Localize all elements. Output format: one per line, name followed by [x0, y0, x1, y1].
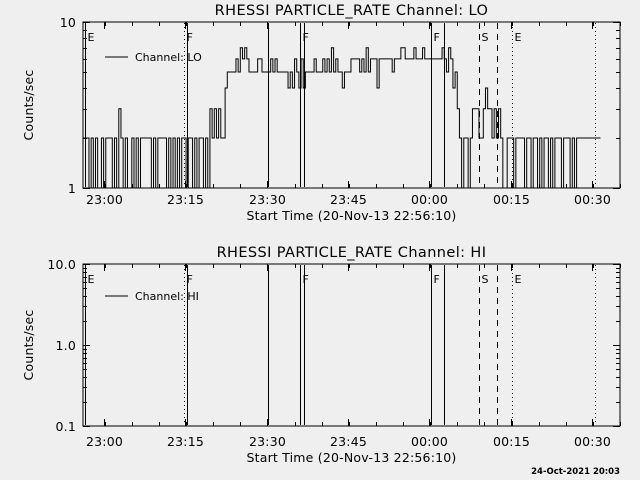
event-marker-label-F: F: [434, 273, 440, 286]
event-marker-label-E: E: [515, 31, 522, 44]
x-tick-label: 23:15: [167, 434, 204, 449]
legend-label-bottom: Channel: HI: [135, 290, 199, 303]
panel-bottom: RHESSI PARTICLE_RATE Channel: HI Counts/s…: [21, 245, 621, 477]
legend-label-top: Channel: LO: [135, 51, 202, 64]
y-tick-label: 0.1: [56, 419, 76, 434]
x-tick-label: 23:30: [249, 192, 286, 207]
event-marker-label-F: F: [303, 31, 309, 44]
plot-frame-top: [82, 21, 621, 189]
x-tick-label: 23:15: [167, 192, 204, 207]
panel-title-top: RHESSI PARTICLE_RATE Channel: LO: [215, 3, 489, 19]
event-marker-label-E: E: [515, 273, 522, 286]
y-tick-label: 10: [60, 15, 76, 30]
y-tick-label: 10.0: [47, 257, 76, 272]
data-curve-top: [83, 47, 601, 188]
panel-top: RHESSI PARTICLE_RATE Channel: LO Counts/s…: [21, 3, 621, 223]
plot-frame-bottom: [82, 263, 621, 427]
event-marker-label-S: S: [482, 31, 489, 44]
render-timestamp: 24-Oct-2021 20:03: [531, 467, 620, 477]
event-marker-label-F: F: [303, 273, 309, 286]
x-tick-label: 00:15: [493, 434, 530, 449]
y-tick-label: 1: [68, 181, 76, 196]
event-marker-label-E: E: [88, 31, 95, 44]
x-tick-label: 00:00: [411, 434, 448, 449]
x-axis-label-top: Start Time (20-Nov-13 22:56:10): [246, 208, 456, 223]
y-tick-label: 1.0: [56, 338, 76, 353]
event-marker-label-F: F: [187, 31, 193, 44]
panel-title-bottom: RHESSI PARTICLE_RATE Channel: HI: [217, 245, 487, 261]
event-marker-label-F: F: [434, 31, 440, 44]
x-tick-label: 23:45: [330, 192, 367, 207]
x-tick-label: 00:15: [493, 192, 530, 207]
x-tick-label: 23:30: [249, 434, 286, 449]
x-tick-label: 00:30: [574, 192, 611, 207]
x-tick-label: 23:00: [86, 434, 123, 449]
y-axis-label-bottom: Counts/sec: [21, 310, 36, 381]
x-axis-label-bottom: Start Time (20-Nov-13 22:56:10): [246, 450, 456, 465]
x-tick-label: 23:00: [86, 192, 123, 207]
x-tick-label: 00:00: [411, 192, 448, 207]
y-axis-label-top: Counts/sec: [21, 70, 36, 141]
event-marker-label-S: S: [482, 273, 489, 286]
x-tick-label: 23:45: [330, 434, 367, 449]
x-tick-label: 00:30: [574, 434, 611, 449]
event-marker-label-E: E: [88, 273, 95, 286]
event-marker-label-F: F: [187, 273, 193, 286]
